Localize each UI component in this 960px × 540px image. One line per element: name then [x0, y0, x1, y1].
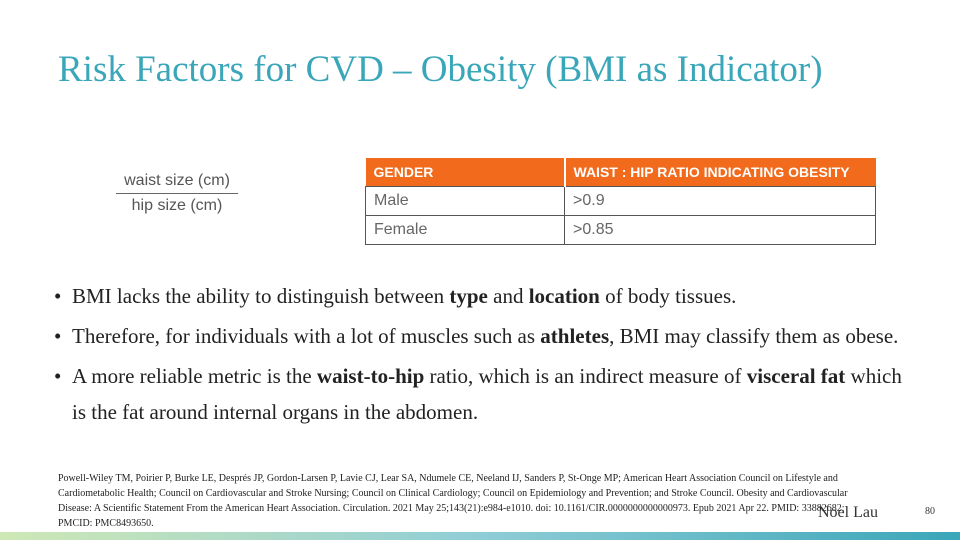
author-name: Noel Lau	[818, 504, 878, 521]
bullet-text: Therefore, for individuals with a lot of…	[72, 324, 541, 348]
bullet-item: • BMI lacks the ability to distinguish b…	[52, 278, 912, 314]
bullet-bold-text: waist-to-hip	[316, 364, 425, 388]
table-cell-ratio: >0.85	[564, 215, 876, 245]
formula-denominator: hip size (cm)	[131, 197, 223, 214]
waist-hip-formula: waist size (cm) hip size (cm)	[116, 172, 238, 215]
bullet-item: • Therefore, for individuals with a lot …	[52, 318, 912, 354]
bullet-list: • BMI lacks the ability to distinguish b…	[52, 278, 912, 434]
bullet-text: which is the fat around internal organs …	[72, 364, 902, 424]
table-header-gender: GENDER	[365, 158, 566, 187]
table-cell-gender: Female	[365, 215, 565, 245]
bullet-text: ratio, which is an indirect measure of	[424, 364, 747, 388]
bullet-bold-text: athletes	[540, 324, 610, 348]
bullet-text: of body tissues.	[599, 284, 737, 308]
bullet-text: , BMI may classify them as obese.	[609, 324, 899, 348]
bullet-text: A more reliable metric is the	[72, 364, 317, 388]
bullet-dot-icon: •	[54, 284, 62, 308]
page-number: 80	[925, 506, 935, 517]
table-header-ratio: WAIST : HIP RATIO INDICATING OBESITY	[564, 158, 876, 187]
bullet-text: and	[487, 284, 529, 308]
slide-title: Risk Factors for CVD – Obesity (BMI as I…	[58, 49, 823, 90]
bullet-bold-text: type	[449, 284, 488, 308]
bullet-item: • A more reliable metric is the waist-to…	[52, 358, 912, 430]
formula-numerator: waist size (cm)	[116, 172, 238, 194]
table-cell-ratio: >0.9	[564, 186, 876, 216]
bullet-bold-text: location	[528, 284, 600, 308]
table-header-row: GENDER WAIST : HIP RATIO INDICATING OBES…	[365, 158, 876, 187]
bullet-dot-icon: •	[54, 364, 62, 388]
reference-citation: Powell-Wiley TM, Poirier P, Burke LE, De…	[58, 473, 848, 529]
table-row: Male >0.9	[365, 186, 876, 216]
table-cell-gender: Male	[365, 186, 565, 216]
bullet-bold-text: visceral fat	[746, 364, 846, 388]
bullet-text: BMI lacks the ability to distinguish bet…	[72, 284, 450, 308]
bottom-decorative-bar	[0, 532, 960, 540]
table-row: Female >0.85	[365, 215, 876, 245]
waist-hip-ratio-table: GENDER WAIST : HIP RATIO INDICATING OBES…	[365, 158, 876, 245]
bullet-dot-icon: •	[54, 324, 62, 348]
